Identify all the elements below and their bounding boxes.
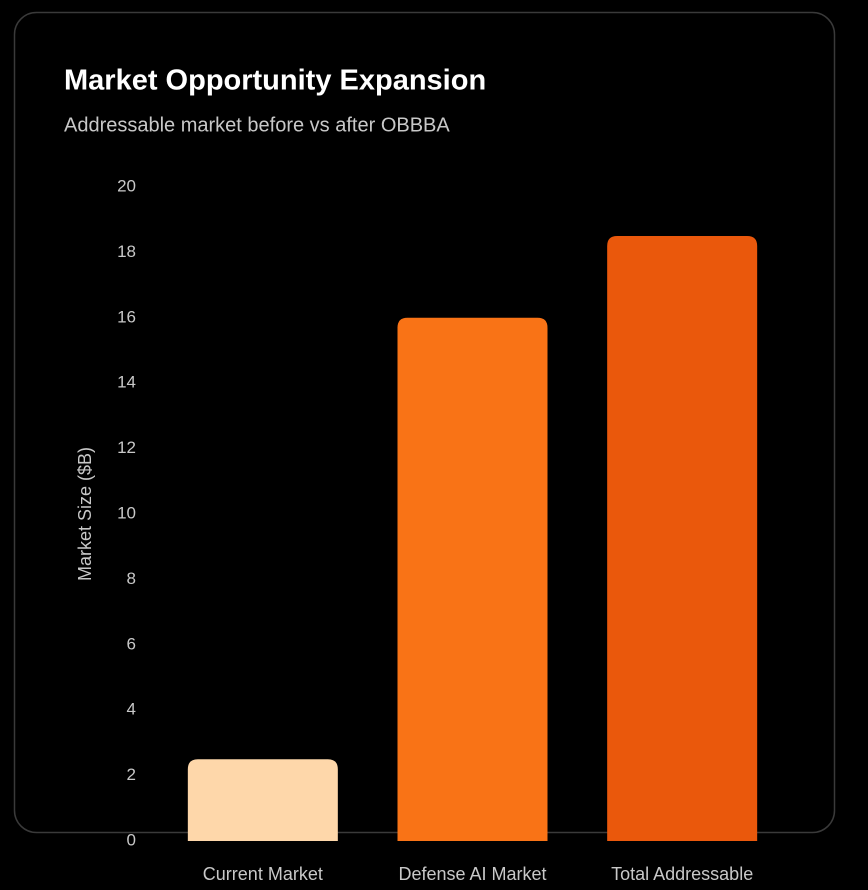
x-tick-label: Defense AI Market [398,864,546,884]
y-tick-label: 10 [117,503,136,522]
y-tick-label: 14 [117,373,136,392]
y-tick-label: 8 [127,569,136,588]
y-tick-label: 2 [127,765,136,784]
y-tick-label: 20 [117,176,136,195]
chart-title: Market Opportunity Expansion [64,65,486,97]
y-axis-label: Market Size ($B) [75,447,95,581]
y-tick-label: 4 [127,700,136,719]
y-tick-label: 0 [127,830,136,849]
bar [397,317,548,841]
y-tick-label: 18 [117,242,136,261]
y-tick-label: 12 [117,438,136,457]
x-tick-label: Total Addressable [611,864,753,884]
y-tick-label: 6 [127,634,136,653]
bar [607,236,758,842]
y-tick-label: 16 [117,307,136,326]
chart-subtitle: Addressable market before vs after OBBBA [64,114,450,136]
bar [187,759,338,841]
x-tick-label: Current Market [203,864,323,884]
